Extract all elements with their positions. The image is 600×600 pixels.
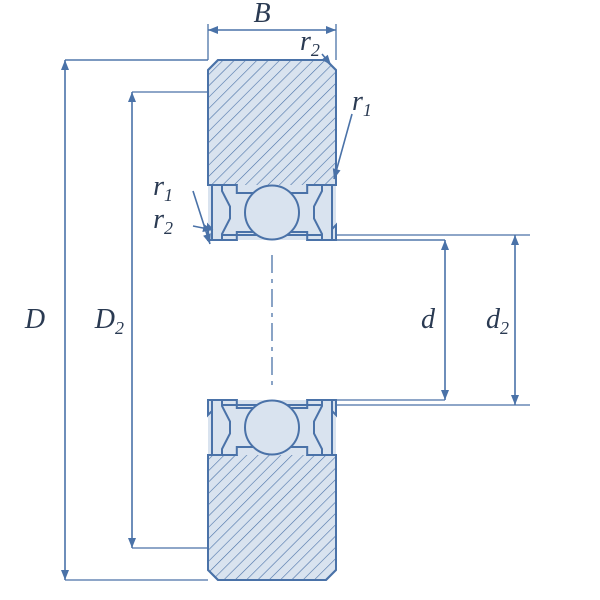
dim-label-d: d	[421, 304, 436, 335]
dim-label-r2: r2	[153, 204, 173, 238]
dim-label-r1: r1	[352, 86, 372, 120]
dim-label-r1: r1	[153, 171, 173, 205]
dim-label-D: D	[24, 304, 45, 335]
dim-label-d2: d2	[486, 304, 509, 338]
dim-label-B: B	[253, 0, 270, 29]
dim-label-D2: D2	[94, 304, 124, 338]
dim-label-r2: r2	[300, 26, 320, 60]
